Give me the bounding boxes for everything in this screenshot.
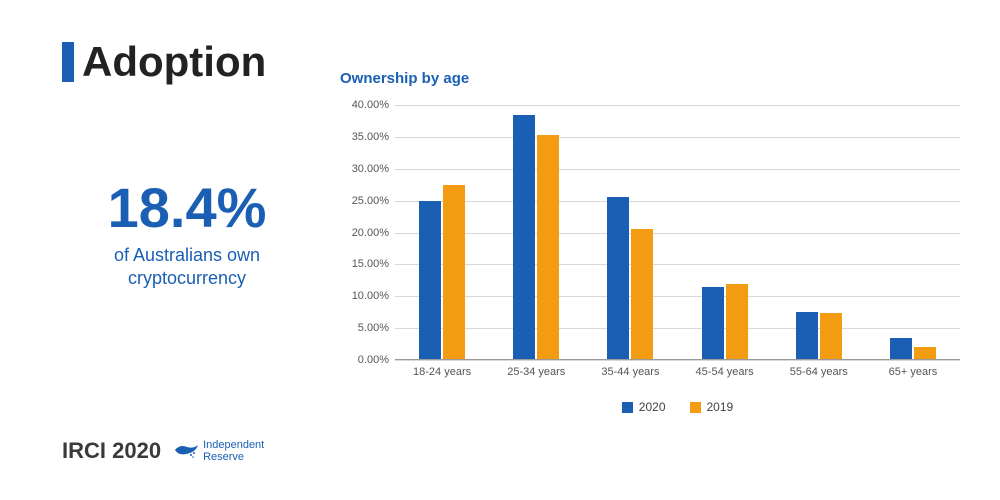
footer-label: IRCI 2020 (62, 438, 161, 464)
y-tick-label: 35.00% (352, 131, 389, 143)
x-tick-label: 55-64 years (772, 366, 866, 378)
chart-legend: 2020 2019 (395, 400, 960, 414)
bar (820, 313, 842, 360)
footer: IRCI 2020 Independent Reserve (62, 438, 264, 464)
legend-label: 2019 (707, 400, 734, 414)
y-tick-label: 15.00% (352, 258, 389, 270)
bar (607, 197, 629, 360)
y-tick-label: 20.00% (352, 227, 389, 239)
x-tick-label: 18-24 years (395, 366, 489, 378)
ownership-chart: Ownership by age 0.00%5.00%10.00%15.00%2… (340, 70, 960, 430)
chart-plot: 0.00%5.00%10.00%15.00%20.00%25.00%30.00%… (395, 105, 960, 360)
bar (443, 185, 465, 360)
y-tick-label: 30.00% (352, 163, 389, 175)
x-tick-label: 35-44 years (583, 366, 677, 378)
bar-group (866, 105, 960, 360)
gridline (395, 360, 960, 361)
x-axis-labels: 18-24 years25-34 years35-44 years45-54 y… (395, 366, 960, 378)
stat-description: of Australians own cryptocurrency (62, 244, 312, 291)
headline-stat: 18.4% of Australians own cryptocurrency (62, 180, 312, 291)
bar (796, 312, 818, 360)
legend-swatch (622, 402, 633, 413)
brand-text: Independent Reserve (203, 439, 264, 463)
bar (537, 135, 559, 360)
bar (890, 338, 912, 360)
legend-item: 2020 (622, 400, 666, 414)
legend-swatch (690, 402, 701, 413)
bar (726, 284, 748, 361)
legend-label: 2020 (639, 400, 666, 414)
header-accent-bar (62, 42, 74, 82)
stat-value: 18.4% (62, 180, 312, 236)
bar-group (583, 105, 677, 360)
y-axis: 0.00%5.00%10.00%15.00%20.00%25.00%30.00%… (340, 105, 395, 360)
brand-line-2: Reserve (203, 451, 264, 463)
y-tick-label: 0.00% (358, 354, 389, 366)
bar-group (489, 105, 583, 360)
page-header: Adoption (62, 38, 266, 86)
bar (702, 287, 724, 360)
chart-bars (395, 105, 960, 360)
eagle-icon (173, 441, 199, 461)
page-title: Adoption (82, 38, 266, 86)
bar (631, 229, 653, 360)
bar-group (772, 105, 866, 360)
chart-title: Ownership by age (340, 70, 960, 87)
bar-group (678, 105, 772, 360)
bar (513, 115, 535, 360)
y-tick-label: 5.00% (358, 322, 389, 334)
x-tick-label: 25-34 years (489, 366, 583, 378)
chart-baseline (395, 359, 960, 360)
y-tick-label: 40.00% (352, 99, 389, 111)
legend-item: 2019 (690, 400, 734, 414)
bar (419, 201, 441, 360)
y-tick-label: 25.00% (352, 195, 389, 207)
x-tick-label: 45-54 years (678, 366, 772, 378)
bar-group (395, 105, 489, 360)
x-tick-label: 65+ years (866, 366, 960, 378)
y-tick-label: 10.00% (352, 290, 389, 302)
brand-logo: Independent Reserve (173, 439, 264, 463)
brand-line-1: Independent (203, 439, 264, 451)
